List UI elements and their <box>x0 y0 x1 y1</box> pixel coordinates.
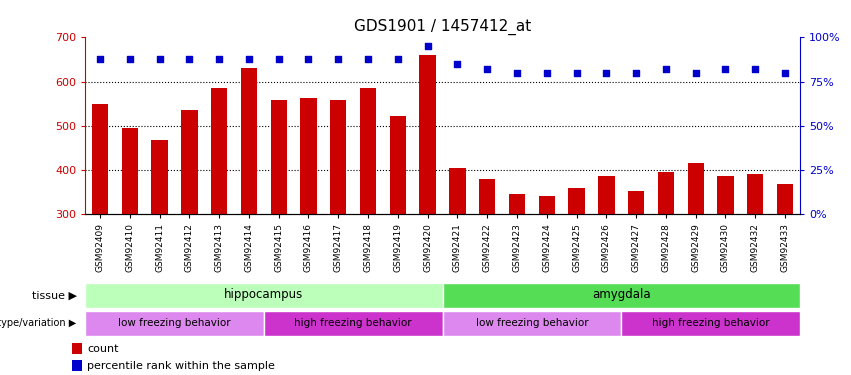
Bar <box>72 343 82 354</box>
Point <box>480 66 494 72</box>
Bar <box>449 168 465 346</box>
Bar <box>85 283 443 308</box>
Bar <box>568 188 585 346</box>
Bar <box>621 311 800 336</box>
Point <box>391 56 404 62</box>
Bar <box>443 283 800 308</box>
Point <box>778 70 791 76</box>
Text: amygdala: amygdala <box>592 288 650 301</box>
Bar <box>628 191 644 346</box>
Point <box>599 70 613 76</box>
Point <box>569 70 583 76</box>
Bar <box>717 176 734 346</box>
Bar <box>300 98 317 346</box>
Bar <box>688 163 704 346</box>
Point <box>94 56 107 62</box>
Point <box>301 56 315 62</box>
Bar <box>85 311 264 336</box>
Bar <box>181 110 197 346</box>
Bar <box>151 140 168 346</box>
Bar <box>777 184 793 346</box>
Point <box>510 70 523 76</box>
Bar <box>360 88 376 346</box>
Point <box>420 43 434 49</box>
Text: percentile rank within the sample: percentile rank within the sample <box>87 361 275 370</box>
Text: high freezing behavior: high freezing behavior <box>652 318 769 328</box>
Point <box>242 56 255 62</box>
Bar <box>241 68 257 346</box>
Point <box>688 70 702 76</box>
Bar <box>122 128 138 346</box>
Point <box>271 56 285 62</box>
Point <box>123 56 136 62</box>
Bar <box>539 196 555 346</box>
Text: high freezing behavior: high freezing behavior <box>294 318 412 328</box>
Point <box>361 56 374 62</box>
Bar <box>271 100 287 346</box>
Title: GDS1901 / 1457412_at: GDS1901 / 1457412_at <box>354 18 531 35</box>
Bar <box>509 194 525 346</box>
Point <box>540 70 553 76</box>
Point <box>659 66 672 72</box>
Point <box>718 66 732 72</box>
Bar <box>747 174 763 346</box>
Text: genotype/variation ▶: genotype/variation ▶ <box>0 318 77 328</box>
Text: tissue ▶: tissue ▶ <box>31 290 77 300</box>
Bar <box>72 360 82 371</box>
Text: low freezing behavior: low freezing behavior <box>476 318 588 328</box>
Bar <box>330 100 346 346</box>
Bar <box>658 172 674 346</box>
Point <box>153 56 167 62</box>
Point <box>629 70 643 76</box>
Point <box>331 56 345 62</box>
Bar <box>420 55 436 346</box>
Bar <box>390 116 406 346</box>
Bar <box>443 311 621 336</box>
Bar <box>211 88 227 346</box>
Text: low freezing behavior: low freezing behavior <box>118 318 231 328</box>
Text: hippocampus: hippocampus <box>224 288 304 301</box>
Bar <box>92 105 108 346</box>
Bar <box>479 178 495 346</box>
Point <box>182 56 196 62</box>
Bar <box>598 176 614 346</box>
Bar <box>264 311 443 336</box>
Point <box>212 56 226 62</box>
Point <box>450 61 464 67</box>
Point <box>748 66 762 72</box>
Text: count: count <box>87 344 119 354</box>
